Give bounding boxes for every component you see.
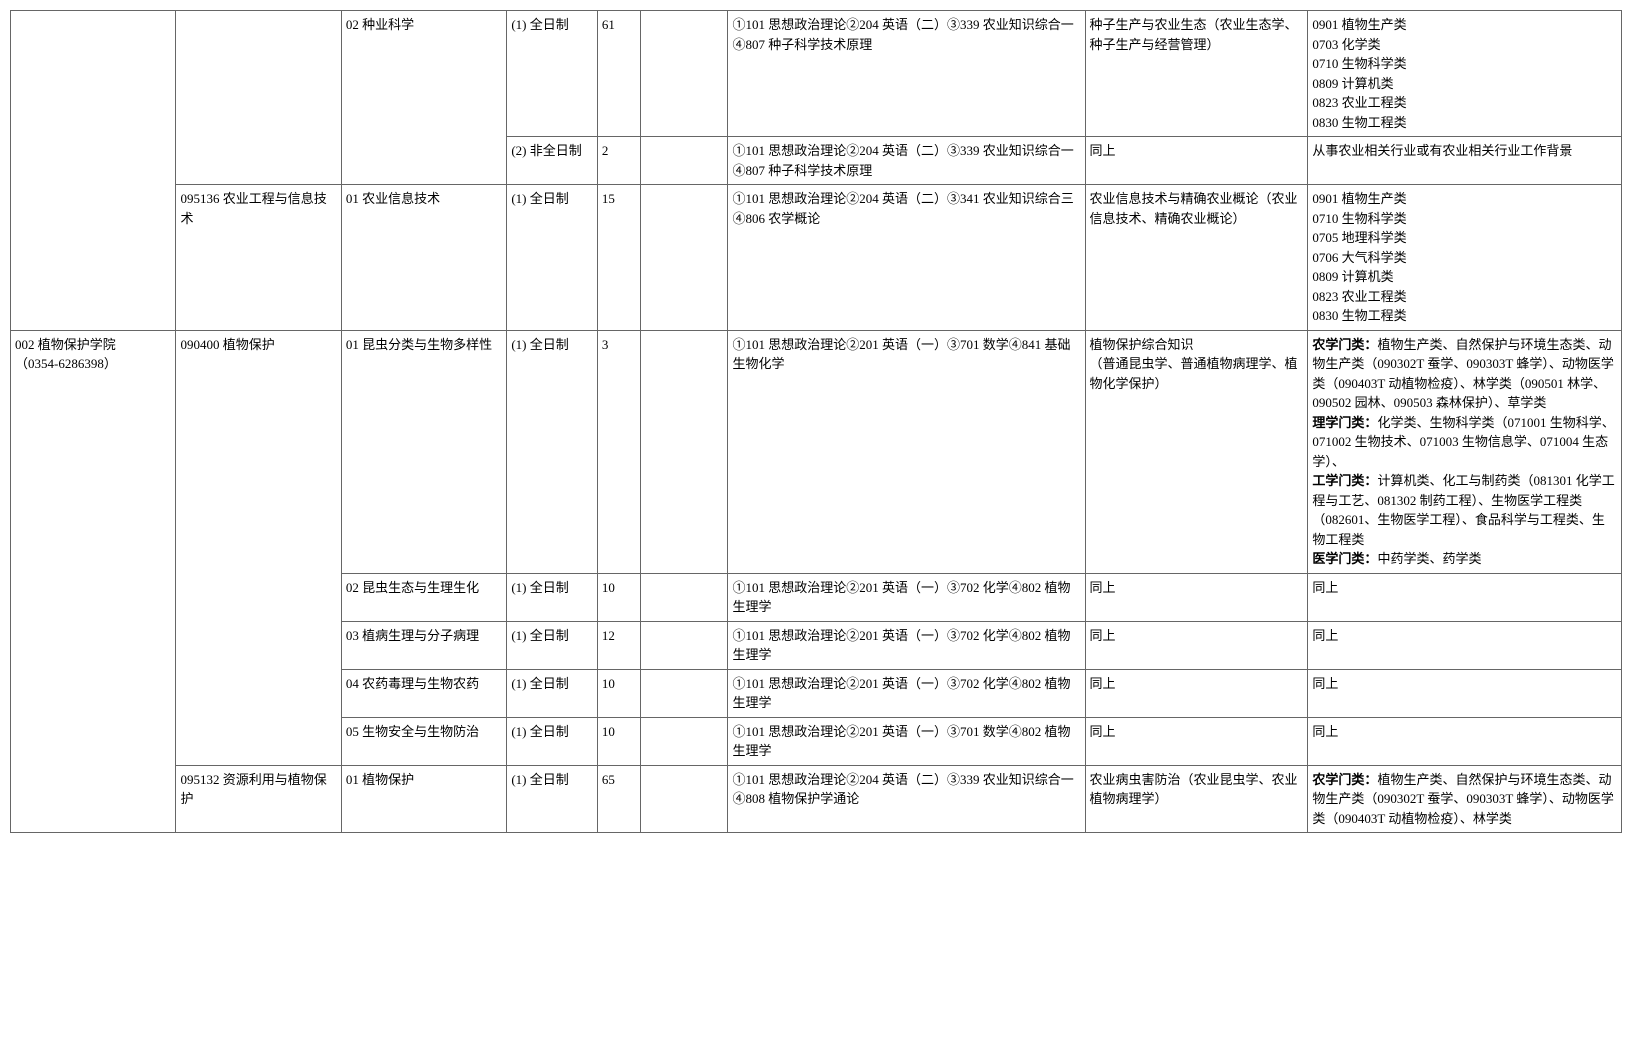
retest-cell: 种子生产与农业生态（农业生态学、种子生产与经营管理）: [1085, 11, 1308, 137]
exam-cell: ①101 思想政治理论②201 英语（一）③701 数学④802 植物生理学: [728, 717, 1085, 765]
direction-cell: 01 昆虫分类与生物多样性: [341, 330, 506, 573]
mode-cell: (1) 全日制: [507, 621, 598, 669]
retest-cell: 农业病虫害防治（农业昆虫学、农业植物病理学）: [1085, 765, 1308, 833]
retest-cell: 同上: [1085, 621, 1308, 669]
quota-cell: 10: [597, 669, 641, 717]
quota-cell: 15: [597, 185, 641, 331]
category-cell: 同上: [1308, 621, 1622, 669]
empty-cell: [641, 621, 728, 669]
empty-cell: [641, 137, 728, 185]
table-row: 095136 农业工程与信息技术 01 农业信息技术 (1) 全日制 15 ①1…: [11, 185, 1622, 331]
mode-cell: (1) 全日制: [507, 717, 598, 765]
category-cell: 0901 植物生产类 0710 生物科学类 0705 地理科学类 0706 大气…: [1308, 185, 1622, 331]
exam-cell: ①101 思想政治理论②204 英语（二）③339 农业知识综合一④807 种子…: [728, 137, 1085, 185]
major-cell: [176, 11, 341, 185]
admission-table: 02 种业科学 (1) 全日制 61 ①101 思想政治理论②204 英语（二）…: [10, 10, 1622, 833]
college-cell: 002 植物保护学院 （0354-6286398）: [11, 330, 176, 833]
category-cell: 农学门类：植物生产类、自然保护与环境生态类、动物生产类（090302T 蚕学、0…: [1308, 330, 1622, 573]
exam-cell: ①101 思想政治理论②201 英语（一）③702 化学④802 植物生理学: [728, 573, 1085, 621]
direction-cell: 01 农业信息技术: [341, 185, 506, 331]
category-cell: 从事农业相关行业或有农业相关行业工作背景: [1308, 137, 1622, 185]
retest-cell: 植物保护综合知识 （普通昆虫学、普通植物病理学、植物化学保护）: [1085, 330, 1308, 573]
quota-cell: 61: [597, 11, 641, 137]
quota-cell: 10: [597, 573, 641, 621]
exam-cell: ①101 思想政治理论②204 英语（二）③339 农业知识综合一④807 种子…: [728, 11, 1085, 137]
direction-cell: 05 生物安全与生物防治: [341, 717, 506, 765]
mode-cell: (1) 全日制: [507, 330, 598, 573]
table-row: 02 种业科学 (1) 全日制 61 ①101 思想政治理论②204 英语（二）…: [11, 11, 1622, 137]
table-row: 002 植物保护学院 （0354-6286398） 090400 植物保护 01…: [11, 330, 1622, 573]
direction-cell: 03 植病生理与分子病理: [341, 621, 506, 669]
empty-cell: [641, 185, 728, 331]
direction-cell: 04 农药毒理与生物农药: [341, 669, 506, 717]
retest-cell: 同上: [1085, 669, 1308, 717]
major-cell: 090400 植物保护: [176, 330, 341, 765]
empty-cell: [641, 717, 728, 765]
table-row: 095132 资源利用与植物保护 01 植物保护 (1) 全日制 65 ①101…: [11, 765, 1622, 833]
empty-cell: [641, 573, 728, 621]
exam-cell: ①101 思想政治理论②204 英语（二）③339 农业知识综合一④808 植物…: [728, 765, 1085, 833]
direction-cell: 02 昆虫生态与生理生化: [341, 573, 506, 621]
retest-cell: 同上: [1085, 137, 1308, 185]
empty-cell: [641, 765, 728, 833]
exam-cell: ①101 思想政治理论②204 英语（二）③341 农业知识综合三④806 农学…: [728, 185, 1085, 331]
major-cell: 095136 农业工程与信息技术: [176, 185, 341, 331]
mode-cell: (1) 全日制: [507, 669, 598, 717]
quota-cell: 12: [597, 621, 641, 669]
exam-cell: ①101 思想政治理论②201 英语（一）③702 化学④802 植物生理学: [728, 669, 1085, 717]
quota-cell: 65: [597, 765, 641, 833]
mode-cell: (1) 全日制: [507, 573, 598, 621]
mode-cell: (1) 全日制: [507, 765, 598, 833]
major-cell: 095132 资源利用与植物保护: [176, 765, 341, 833]
category-cell: 同上: [1308, 573, 1622, 621]
empty-cell: [641, 11, 728, 137]
quota-cell: 3: [597, 330, 641, 573]
direction-cell: 01 植物保护: [341, 765, 506, 833]
quota-cell: 10: [597, 717, 641, 765]
retest-cell: 同上: [1085, 573, 1308, 621]
empty-cell: [641, 669, 728, 717]
category-cell: 农学门类：植物生产类、自然保护与环境生态类、动物生产类（090302T 蚕学、0…: [1308, 765, 1622, 833]
category-cell: 同上: [1308, 717, 1622, 765]
exam-cell: ①101 思想政治理论②201 英语（一）③702 化学④802 植物生理学: [728, 621, 1085, 669]
retest-cell: 同上: [1085, 717, 1308, 765]
category-cell: 同上: [1308, 669, 1622, 717]
quota-cell: 2: [597, 137, 641, 185]
college-cell: [11, 11, 176, 331]
category-cell: 0901 植物生产类 0703 化学类 0710 生物科学类 0809 计算机类…: [1308, 11, 1622, 137]
empty-cell: [641, 330, 728, 573]
mode-cell: (2) 非全日制: [507, 137, 598, 185]
mode-cell: (1) 全日制: [507, 185, 598, 331]
exam-cell: ①101 思想政治理论②201 英语（一）③701 数学④841 基础生物化学: [728, 330, 1085, 573]
retest-cell: 农业信息技术与精确农业概论（农业信息技术、精确农业概论）: [1085, 185, 1308, 331]
mode-cell: (1) 全日制: [507, 11, 598, 137]
direction-cell: 02 种业科学: [341, 11, 506, 185]
